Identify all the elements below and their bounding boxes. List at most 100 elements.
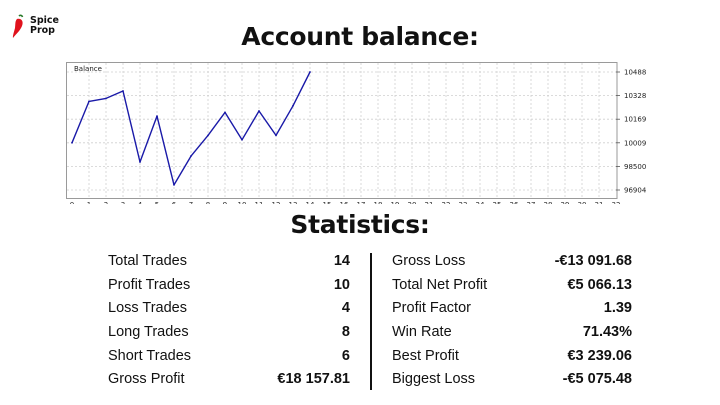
x-tick-label: 13 [289,201,298,204]
stat-label: Gross Loss [392,253,466,269]
stat-value: 1.39 [603,300,632,317]
balance-point [71,141,73,144]
x-tick-label: 8 [206,201,210,204]
y-tick-label: 101693 [624,116,646,124]
x-tick-label: 22 [442,201,451,204]
stat-value: 71.43% [582,324,632,341]
y-tick-label: 103289 [624,92,646,100]
chili-pepper-icon [12,14,24,38]
stat-value: 14 [333,253,350,269]
stat-row: Gross Profit €18 157.81 [108,368,350,392]
x-tick-label: 14 [306,201,315,204]
y-tick-label: 96904 [624,187,646,195]
stat-value: €5 066.13 [567,276,632,293]
stat-row: Total Net Profit €5 066.13 [392,274,632,298]
stat-label: Profit Factor [392,300,471,317]
x-tick-label: 30 [578,201,587,204]
x-tick-label: 26 [510,201,519,204]
x-tick-label: 24 [476,201,485,204]
stat-row: Loss Trades 4 [108,297,350,321]
balance-point [156,115,158,118]
stat-row: Gross Loss -€13 091.68 [392,250,632,274]
page-title: Account balance: [241,22,479,51]
balance-point [241,138,243,141]
balance-point [190,155,192,157]
x-tick-label: 9 [223,201,227,204]
x-tick-label: 23 [459,201,468,204]
balance-point [139,161,141,163]
x-tick-label: 17 [357,201,366,204]
stat-row: Long Trades 8 [108,321,350,345]
x-tick-label: 18 [374,201,383,204]
x-tick-label: 21 [425,201,434,204]
y-tick-label: 100097 [624,139,646,147]
balance-point [258,110,260,112]
brand-line-2: Prop [30,25,55,36]
balance-point [224,111,226,114]
brand-wordmark: Spice Prop [30,16,59,36]
stat-label: Best Profit [392,347,459,364]
stat-value: -€5 075.48 [562,371,632,388]
stat-value: 8 [341,324,350,341]
x-tick-label: 29 [561,201,570,204]
brand-line-1: Spice [30,15,59,26]
stats-right-column: Gross Loss -€13 091.68 Total Net Profit €5… [392,250,632,392]
balance-point [122,90,124,92]
chart-frame [66,62,618,199]
x-tick-label: 27 [527,201,536,204]
x-tick-label: 20 [408,201,417,204]
stat-value: 4 [341,300,350,317]
x-tick-label: 6 [172,201,177,204]
column-divider [370,253,372,390]
x-tick-label: 0 [70,201,74,204]
x-tick-label: 7 [189,201,193,204]
stat-label: Biggest Loss [392,371,476,388]
stats-left-column: Total Trades 14 Profit Trades 10 Loss Trad… [108,250,350,392]
stat-label: Long Trades [108,324,189,341]
stat-label: Short Trades [108,347,192,364]
stat-row: Profit Factor 1.39 [392,297,632,321]
x-tick-label: 1 [87,201,91,204]
x-tick-label: 11 [255,201,264,204]
balance-point [309,71,311,73]
statistics-title: Statistics: [290,210,430,239]
brand-logo: Spice Prop [10,14,70,42]
stat-row: Short Trades 6 [108,345,350,369]
x-tick-label: 3 [121,201,125,204]
balance-chart-svg: 0123456789101112131415161718192021222324… [66,62,646,204]
x-tick-label: 2 [104,201,108,204]
balance-point [88,100,90,103]
stat-row: Total Trades 14 [108,250,350,274]
x-tick-label: 31 [595,201,604,204]
y-tick-label: 98500 [624,163,646,171]
y-tick-label: 104886 [624,69,646,77]
x-tick-label: 5 [155,201,159,204]
stat-row: Best Profit €3 239.06 [392,345,632,369]
chart-legend: Balance [74,65,102,73]
stat-label: Win Rate [392,324,452,341]
stat-value: 6 [341,347,350,364]
x-tick-label: 10 [238,201,247,204]
balance-chart: 0123456789101112131415161718192021222324… [66,62,646,204]
stat-row: Profit Trades 10 [108,274,350,298]
x-tick-label: 25 [493,201,502,204]
balance-point [275,134,277,137]
x-tick-label: 16 [340,201,349,204]
x-tick-label: 19 [391,201,400,204]
balance-point [292,104,294,107]
stat-value: €18 157.81 [277,371,350,388]
stat-label: Gross Profit [108,371,185,388]
x-tick-label: 32 [612,201,621,204]
x-tick-label: 28 [544,201,553,204]
stat-value: 10 [333,276,350,293]
stat-label: Total Trades [108,253,187,269]
stat-row: Biggest Loss -€5 075.48 [392,368,632,392]
x-tick-label: 4 [138,201,143,204]
x-tick-label: 15 [323,201,332,204]
stat-label: Loss Trades [108,300,187,317]
x-tick-label: 12 [272,201,281,204]
stat-value: €3 239.06 [567,347,632,364]
stat-label: Profit Trades [108,276,191,293]
stat-value: -€13 091.68 [554,253,632,269]
balance-point [173,183,175,186]
